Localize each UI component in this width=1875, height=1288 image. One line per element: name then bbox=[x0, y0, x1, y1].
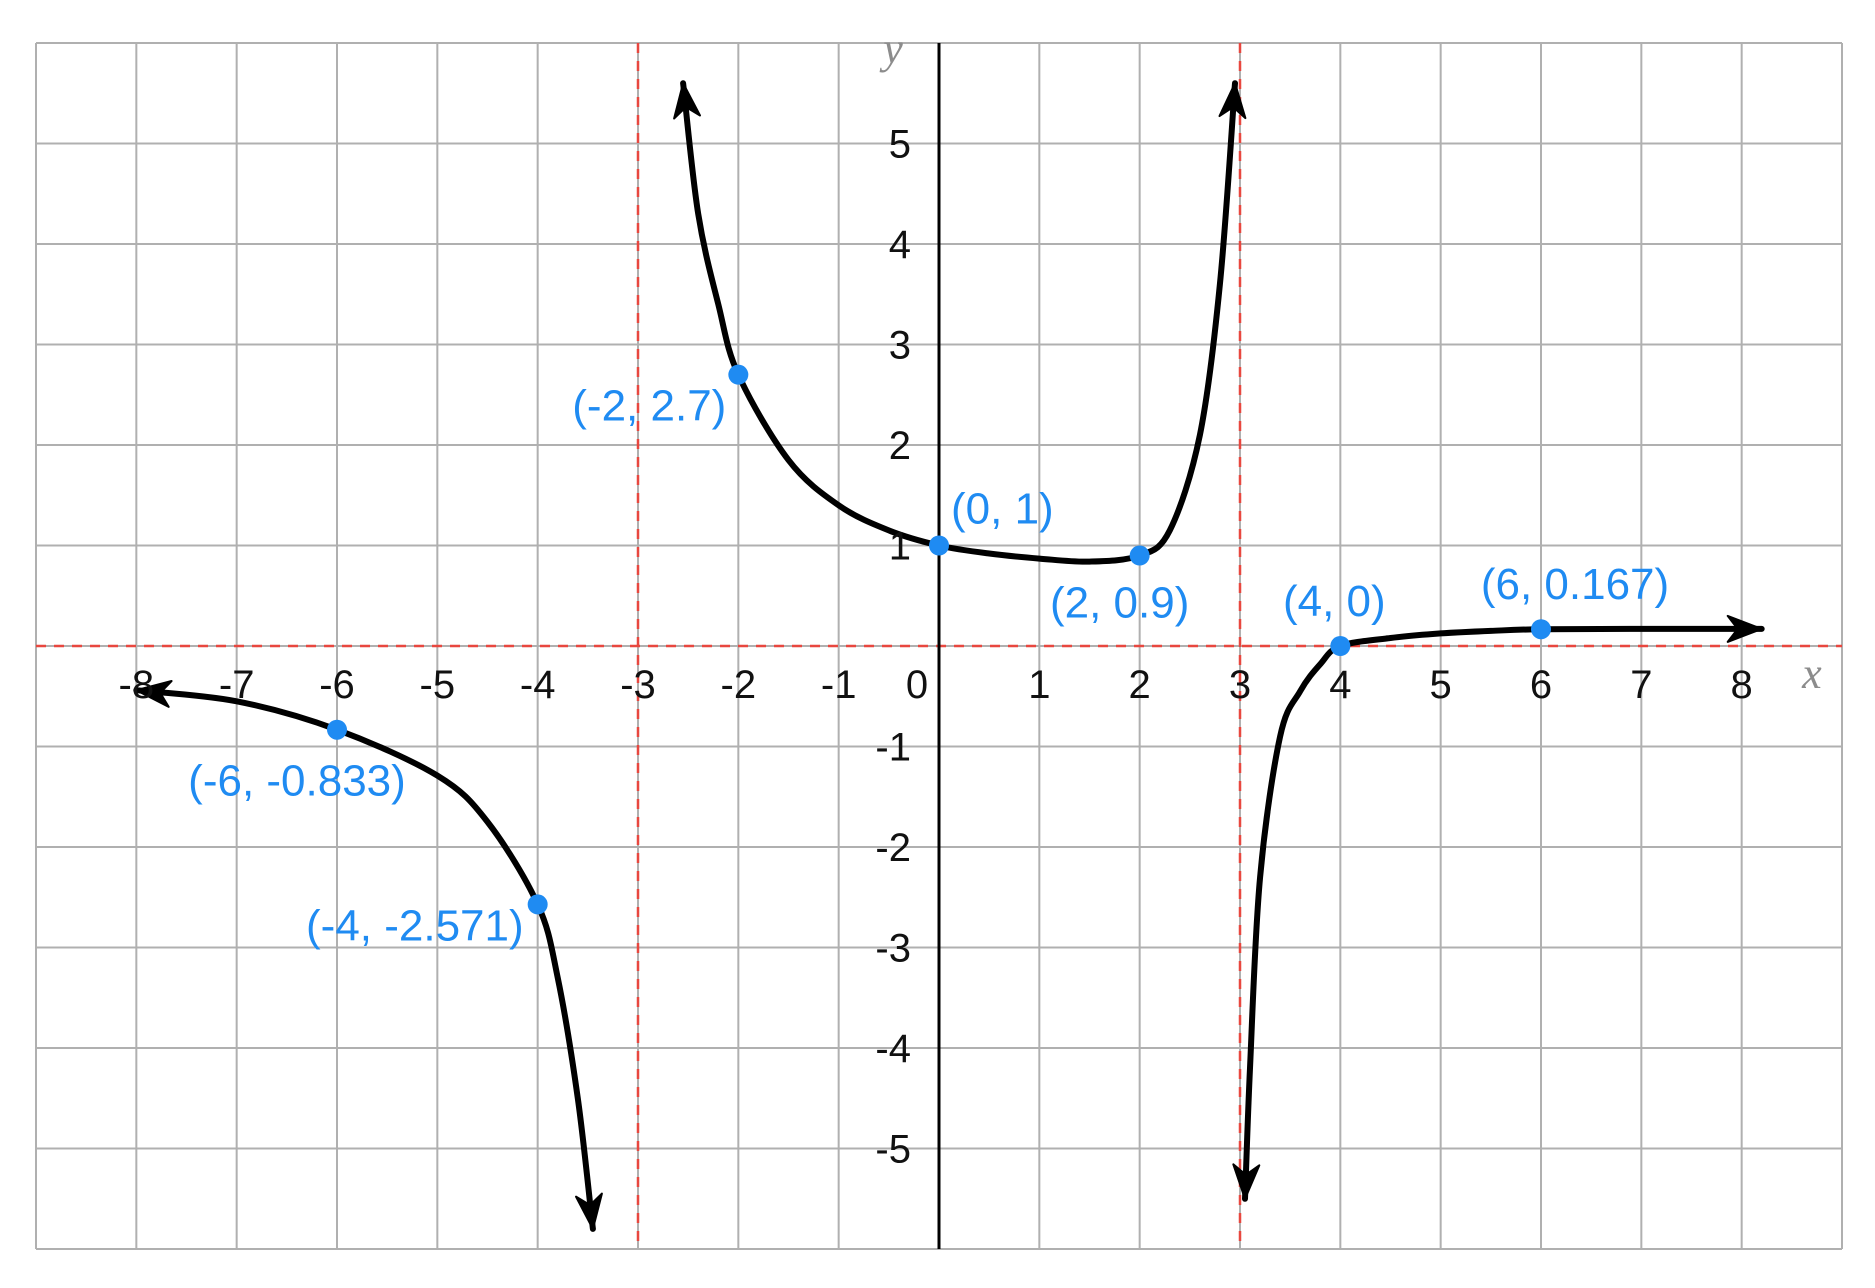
arrowhead bbox=[1218, 82, 1247, 120]
y-tick-label: 4 bbox=[889, 223, 911, 267]
y-tick-label: -1 bbox=[875, 726, 911, 770]
arrowhead bbox=[1232, 1163, 1261, 1200]
arrowhead bbox=[135, 680, 173, 708]
data-point bbox=[929, 535, 949, 556]
labeled-points: (-2, 2.7) (0, 1) (2, 0.9) (4, 0) (6, 0.167) (… bbox=[188, 364, 1669, 950]
function-curve-branch-3 bbox=[1242, 625, 1765, 1202]
y-tick-label: 5 bbox=[889, 123, 911, 167]
x-tick-label: -1 bbox=[821, 663, 857, 707]
x-tick-label: -3 bbox=[620, 663, 656, 707]
curves bbox=[133, 80, 1765, 1232]
data-point-label: (-2, 2.7) bbox=[572, 382, 726, 431]
x-tick-label: 3 bbox=[1229, 663, 1251, 707]
x-tick-label: -8 bbox=[119, 663, 155, 707]
function-curve-branch-1 bbox=[133, 687, 596, 1232]
data-point-label: (4, 0) bbox=[1283, 577, 1386, 626]
y-axis-label: y bbox=[879, 24, 903, 73]
data-point bbox=[327, 719, 347, 740]
data-point-label: (-6, -0.833) bbox=[188, 757, 406, 806]
data-point bbox=[1330, 636, 1351, 656]
y-tick-label: -3 bbox=[875, 927, 911, 971]
data-point bbox=[1129, 545, 1150, 566]
data-point bbox=[527, 894, 548, 915]
x-tick-label: -4 bbox=[520, 663, 556, 707]
x-axis-label: x bbox=[1801, 649, 1822, 698]
x-tick-label: 8 bbox=[1731, 663, 1753, 707]
y-tick-label: 1 bbox=[889, 525, 911, 569]
y-tick-label: -5 bbox=[875, 1128, 911, 1172]
data-point-label: (6, 0.167) bbox=[1481, 560, 1669, 609]
x-tick-label: 5 bbox=[1430, 663, 1452, 707]
x-tick-label: -5 bbox=[420, 663, 456, 707]
arrowhead bbox=[673, 82, 701, 120]
x-tick-label: 2 bbox=[1129, 663, 1151, 707]
y-tick-label: 3 bbox=[889, 324, 911, 368]
y-tick-label: 2 bbox=[889, 424, 911, 468]
arrowhead bbox=[1726, 614, 1763, 643]
x-tick-label: 7 bbox=[1630, 663, 1652, 707]
x-tick-label: 4 bbox=[1329, 663, 1351, 707]
arrowhead bbox=[575, 1192, 603, 1230]
y-tick-label: -2 bbox=[875, 826, 911, 870]
curve-arrowheads bbox=[135, 82, 1763, 1230]
data-point-label: (0, 1) bbox=[951, 485, 1054, 534]
x-tick-label: 1 bbox=[1028, 663, 1050, 707]
x-tick-label: -6 bbox=[319, 663, 355, 707]
x-tick-label: 6 bbox=[1530, 663, 1552, 707]
x-tick-label: 0 bbox=[906, 663, 928, 707]
data-point-label: (2, 0.9) bbox=[1050, 579, 1189, 628]
function-curve-branch-2 bbox=[680, 80, 1238, 565]
data-point-label: (-4, -2.571) bbox=[306, 901, 524, 950]
x-tick-label: -2 bbox=[721, 663, 757, 707]
tick-labels: -8 -7 -6 -5 -4 -3 -2 -1 0 1 2 3 4 5 6 7 8 5 4 3 2 1 -1 -2 -3 -4 -5 bbox=[119, 123, 1753, 1172]
y-tick-label: -4 bbox=[875, 1027, 911, 1071]
x-tick-label: -7 bbox=[219, 663, 255, 707]
data-point bbox=[1531, 619, 1551, 640]
data-point bbox=[728, 364, 749, 385]
